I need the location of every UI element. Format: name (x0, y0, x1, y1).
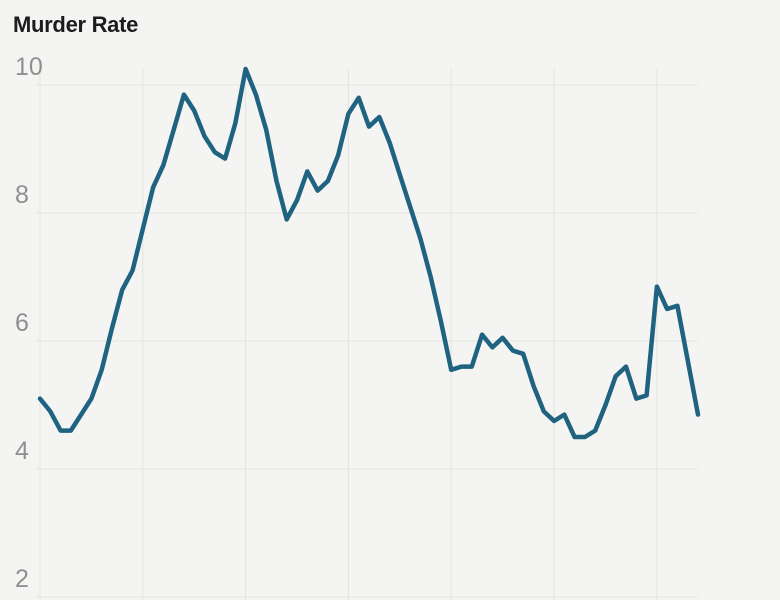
y-axis-tick-label: 4 (15, 437, 29, 465)
y-axis-tick-label: 8 (15, 181, 29, 209)
y-axis-tick-label: 10 (15, 53, 43, 81)
chart-title: Murder Rate (13, 12, 139, 37)
y-axis-tick-label: 6 (15, 309, 29, 337)
y-axis-tick-label: 2 (15, 565, 29, 593)
murder-rate-line-series (37, 66, 701, 440)
